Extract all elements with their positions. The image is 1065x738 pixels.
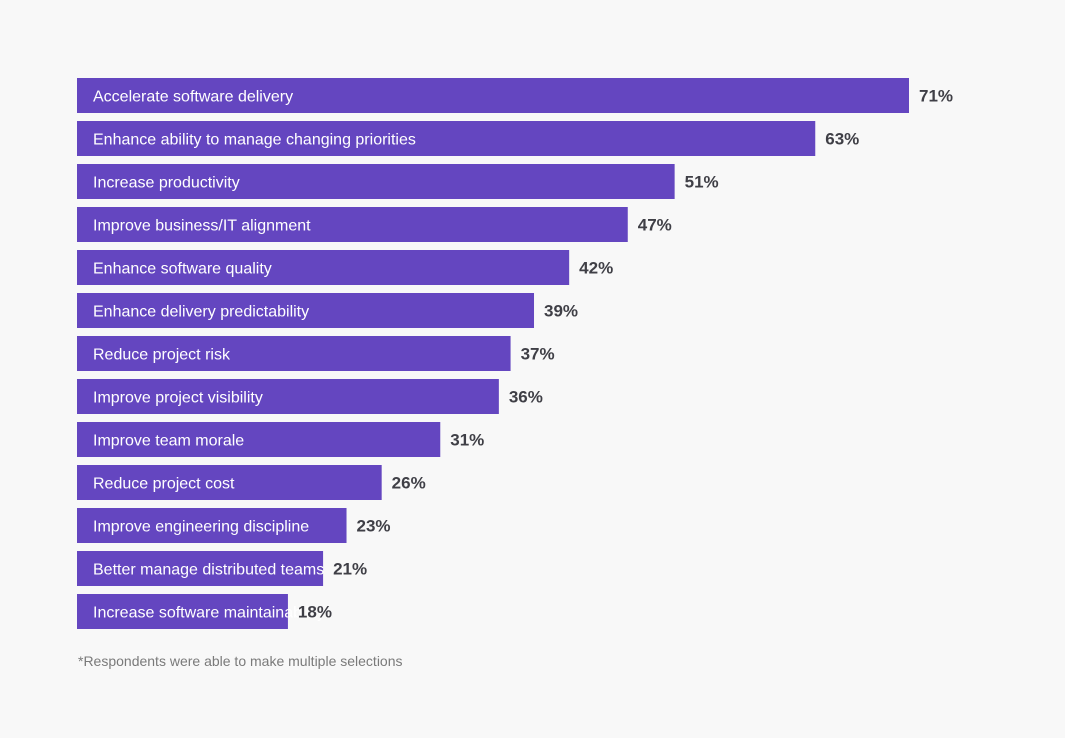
bar	[77, 164, 675, 199]
bar-group: Reduce project risk 37%	[77, 336, 555, 371]
bar	[77, 422, 441, 457]
bar-group: Enhance software quality 42%	[77, 250, 613, 285]
bar	[77, 78, 909, 113]
bar	[77, 336, 511, 371]
bar-value-label: 18%	[298, 603, 332, 622]
bar-value-label: 21%	[333, 560, 367, 579]
bar-value-label: 31%	[450, 431, 484, 450]
bar-value-label: 39%	[544, 302, 578, 321]
bar-chart: Accelerate software delivery 71% Enhance a…	[77, 78, 953, 629]
bar	[77, 379, 499, 414]
bar-group: Improve engineering discipline 23%	[77, 508, 391, 543]
bar-category-label: Increase software maintainability	[93, 605, 325, 622]
bar-group: Better manage distributed teams 21%	[77, 551, 367, 586]
bar	[77, 250, 570, 285]
bar	[77, 594, 288, 629]
bar-category-label: Reduce project cost	[93, 476, 235, 493]
bar	[77, 465, 382, 500]
bar-category-label: Improve team morale	[93, 433, 244, 450]
bar-category-label: Improve project visibility	[93, 390, 263, 407]
bar-category-label: Better manage distributed teams	[93, 562, 324, 579]
bar-category-label: Improve engineering discipline	[93, 519, 309, 536]
bar	[77, 293, 535, 328]
bar-category-label: Improve business/IT alignment	[93, 218, 311, 235]
bar-category-label: Accelerate software delivery	[93, 89, 293, 106]
bar	[77, 551, 324, 586]
bar-value-label: 26%	[392, 474, 426, 493]
bar	[77, 508, 347, 543]
bar-value-label: 47%	[638, 216, 672, 235]
bar-value-label: 42%	[579, 259, 613, 278]
bar-value-label: 23%	[357, 517, 391, 536]
bar-category-label: Enhance delivery predictability	[93, 304, 309, 321]
bar-category-label: Enhance software quality	[93, 261, 272, 278]
bar-group: Improve team morale 31%	[77, 422, 484, 457]
bar-group: Improve project visibility 36%	[77, 379, 543, 414]
bar	[77, 121, 816, 156]
bar-value-label: 63%	[825, 130, 859, 149]
footnote: *Respondents were able to make multiple …	[78, 653, 403, 669]
bar-value-label: 71%	[919, 87, 953, 106]
bar-value-label: 36%	[509, 388, 543, 407]
bar-group: Increase productivity 51%	[77, 164, 719, 199]
bar-group: Enhance delivery predictability 39%	[77, 293, 578, 328]
bar-group: Reduce project cost 26%	[77, 465, 426, 500]
bar-category-label: Enhance ability to manage changing prior…	[93, 132, 416, 149]
bar-value-label: 37%	[521, 345, 555, 364]
bar-group: Improve business/IT alignment 47%	[77, 207, 672, 242]
bar-category-label: Increase productivity	[93, 175, 240, 192]
bar-group: Accelerate software delivery 71%	[77, 78, 953, 113]
bar-value-label: 51%	[685, 173, 719, 192]
bar-group: Enhance ability to manage changing prior…	[77, 121, 859, 156]
bar-category-label: Reduce project risk	[93, 347, 231, 364]
bar	[77, 207, 628, 242]
